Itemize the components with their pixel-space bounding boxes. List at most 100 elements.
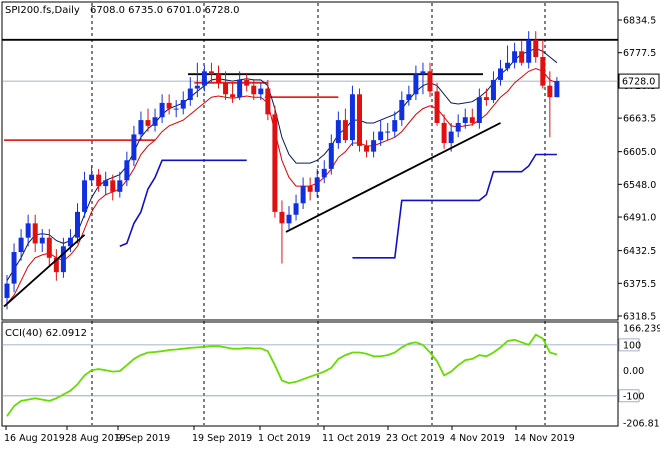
candle-body [32,223,38,244]
candle-body [208,71,214,75]
candle-body [392,120,398,132]
candle-body [166,102,172,109]
candle-body [152,117,158,126]
candle-body [483,97,489,101]
candle-body [462,117,468,123]
current-price-box [618,73,660,89]
y-tick-label: 6777.5 [623,48,656,59]
candle-body [131,134,137,161]
candle-body [279,211,285,224]
candle-body [441,122,447,144]
x-tick-label: 14 Nov 2019 [514,433,575,444]
candle-body [265,88,271,115]
cci-tick-label: 166.2394 [623,324,660,335]
candle-body [258,88,264,95]
candle-body [286,214,292,224]
candle-body [25,223,31,238]
y-tick-label: 6432.5 [623,246,656,257]
candle-body [173,108,179,110]
candle-body [533,39,539,57]
lower-band-line [119,159,247,248]
x-tick-label: 9 Sep 2019 [116,433,170,444]
ohlc-header: 6708.0 6735.0 6701.0 6728.0 [90,5,240,16]
candle-body [138,120,144,135]
y-tick-label: 6548.0 [623,180,656,191]
x-tick-label: 1 Oct 2019 [258,433,311,444]
candle-body [399,100,405,121]
candle-body [223,82,229,95]
candle-body [67,237,73,247]
cci-tick-label: -206.816 [623,419,660,430]
candle-body [321,168,327,178]
candle-body [18,237,24,253]
trend-line [3,234,86,308]
cci-tick-label: 100 [623,340,641,351]
candle-body [434,91,440,123]
candle-body [180,100,186,109]
candle-body [547,85,553,98]
candle-body [490,79,496,101]
candle-body [378,131,384,141]
candle-body [505,62,511,69]
y-tick-label: 6491.0 [623,213,656,224]
candle-body [124,160,130,181]
candle-body [194,85,200,89]
candle-body [335,120,341,144]
candle-body [526,39,532,63]
candle-body [342,120,348,141]
candle-body [4,283,10,298]
y-tick-label: 6375.5 [623,279,656,290]
candle-body [427,71,433,92]
candle-body [519,51,525,63]
y-tick-label: 6834.5 [623,16,656,27]
cci-title: CCI(40) 62.0912 [5,328,87,339]
candle-body [89,174,95,181]
x-tick-label: 4 Nov 2019 [450,433,505,444]
candle-body [117,180,123,192]
candle-body [272,114,278,212]
y-tick-label: 6605.0 [623,147,656,158]
candle-body [201,71,207,86]
cci-ref-box [618,389,640,403]
candle-body [82,180,88,212]
lower-band-line [352,153,557,259]
chart-title: SPI200.fs,Daily [5,5,80,16]
candle-body [60,246,66,273]
y-tick-label: 6663.5 [623,114,656,125]
candle-body [307,186,313,192]
current-price-label: 6728.0 [622,77,655,88]
candle-body [11,252,17,284]
price-panel-frame [1,1,619,321]
candle-body [476,97,482,123]
candle-body [554,81,560,98]
candle-body [420,71,426,75]
candle-body [145,120,151,126]
candle-body [498,68,503,80]
cci-tick-label: -100 [623,391,645,402]
cci-line [6,333,558,417]
cci-ref-box [618,338,640,352]
candle-body [230,94,236,98]
cci-tick-label: 0.00 [623,366,644,377]
candle-body [251,85,257,95]
candle-body [349,94,355,141]
candle-body [237,79,243,98]
candle-body [413,74,419,95]
candle-body [512,51,518,63]
candle-body [540,57,546,86]
candle-body [371,140,377,152]
y-tick-label: 6318.5 [623,312,656,323]
trend-line [285,122,501,233]
candle-body [328,143,334,169]
candle-body [216,74,221,83]
candle-body [96,174,102,187]
candle-body [357,94,362,146]
candle-body [103,180,109,187]
candle-body [53,257,59,273]
cci-panel-frame [1,321,619,427]
candle-body [46,237,52,258]
candle-body [300,186,306,204]
candle-body [110,180,116,192]
